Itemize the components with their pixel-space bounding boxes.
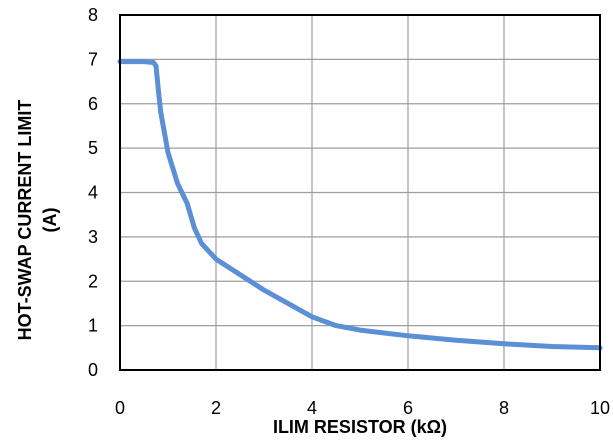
x-axis-title: ILIM RESISTOR (kΩ) (273, 417, 447, 437)
y-tick-label-6: 6 (88, 94, 98, 114)
x-tick-label-8: 8 (499, 398, 509, 418)
x-tick-labels: 0 2 4 6 8 10 (115, 398, 610, 418)
x-tick-label-6: 6 (403, 398, 413, 418)
series-line-0 (117, 59, 603, 351)
y-axis-title-line1: HOT-SWAP CURRENT LIMIT (15, 100, 35, 341)
x-tick-label-4: 4 (307, 398, 317, 418)
y-tick-label-8: 8 (88, 5, 98, 25)
y-tick-labels: 0 1 2 3 4 5 6 7 8 (88, 5, 98, 380)
y-axis-title-line2: (A) (40, 208, 60, 233)
y-tick-label-4: 4 (88, 183, 98, 203)
grid (119, 14, 601, 371)
x-tick-label-2: 2 (211, 398, 221, 418)
plot-frame (119, 14, 601, 371)
y-tick-label-7: 7 (88, 49, 98, 69)
x-tick-label-0: 0 (115, 398, 125, 418)
y-tick-label-2: 2 (88, 271, 98, 291)
y-tick-label-5: 5 (88, 138, 98, 158)
y-tick-label-1: 1 (88, 316, 98, 336)
y-tick-label-3: 3 (88, 227, 98, 247)
x-tick-label-10: 10 (590, 398, 610, 418)
series-group (117, 59, 603, 351)
y-tick-label-0: 0 (88, 360, 98, 380)
